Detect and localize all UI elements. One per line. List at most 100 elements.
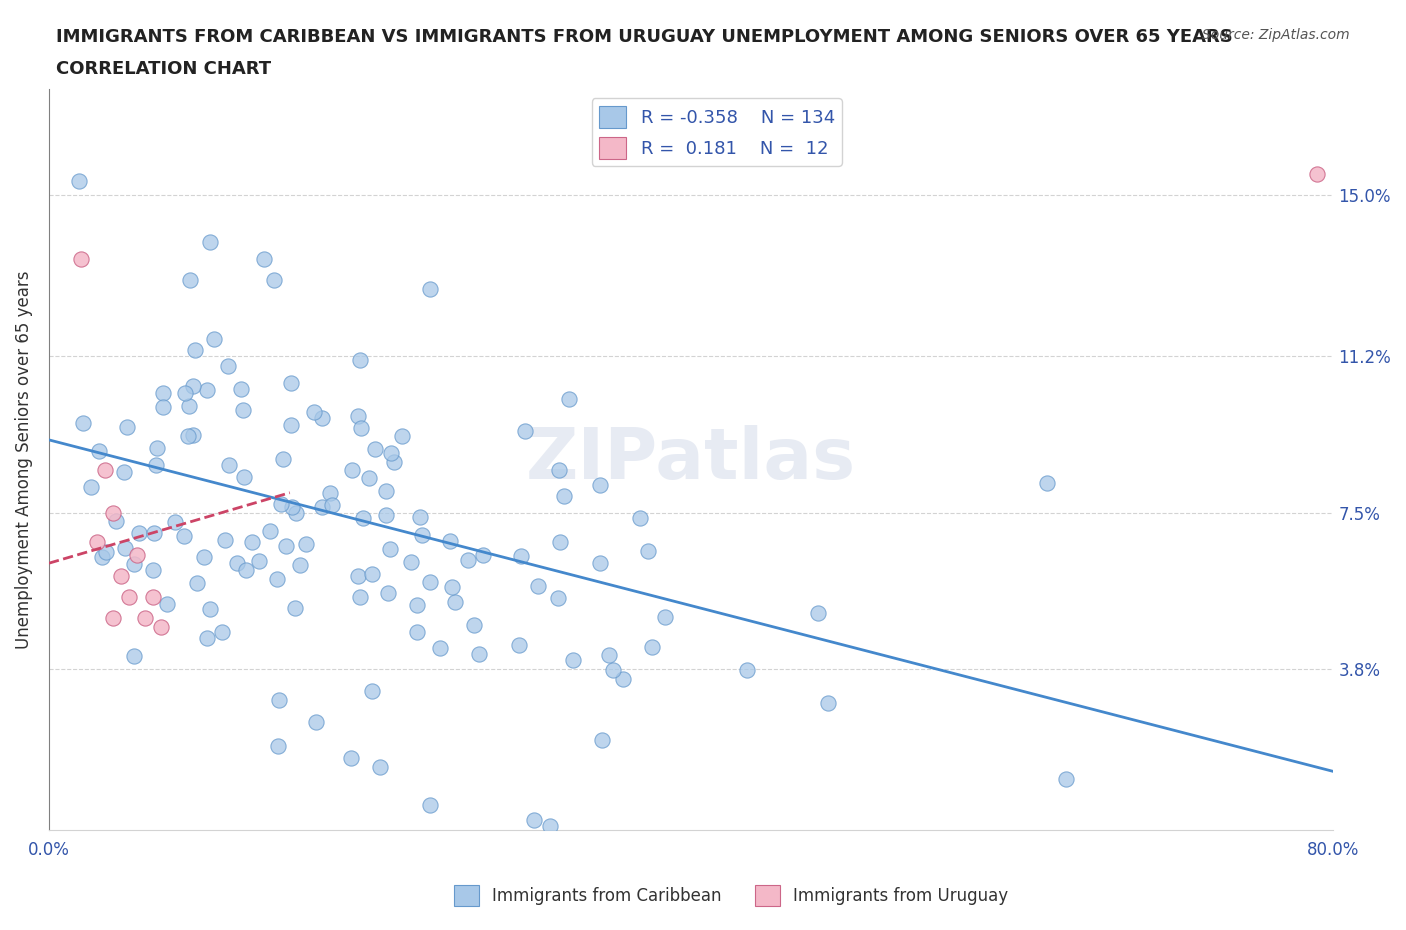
Point xyxy=(285,505,308,520)
Point xyxy=(419,282,441,297)
Point xyxy=(391,429,413,444)
Point xyxy=(266,571,288,586)
Point xyxy=(513,423,536,438)
Point xyxy=(399,555,422,570)
Point xyxy=(340,751,363,765)
Point xyxy=(198,235,221,250)
Point xyxy=(173,528,195,543)
Point xyxy=(146,440,169,455)
Point xyxy=(90,550,112,565)
Point xyxy=(347,568,370,583)
Point xyxy=(156,597,179,612)
Point xyxy=(163,514,186,529)
Point xyxy=(115,419,138,434)
Point xyxy=(128,526,150,541)
Point xyxy=(406,597,429,612)
Point xyxy=(284,601,307,616)
Point xyxy=(305,714,328,729)
Point xyxy=(202,332,225,347)
Point xyxy=(200,602,222,617)
Point xyxy=(377,585,399,600)
Point xyxy=(346,408,368,423)
Legend: R = -0.358    N = 134, R =  0.181    N =  12: R = -0.358 N = 134, R = 0.181 N = 12 xyxy=(592,99,842,166)
Point xyxy=(349,352,371,367)
Point xyxy=(152,400,174,415)
Point xyxy=(526,578,548,593)
Point xyxy=(562,652,585,667)
Y-axis label: Unemployment Among Seniors over 65 years: Unemployment Among Seniors over 65 years xyxy=(15,271,32,649)
Point xyxy=(145,458,167,472)
Point xyxy=(173,386,195,401)
Point xyxy=(598,648,620,663)
Point xyxy=(311,499,333,514)
Point xyxy=(463,618,485,632)
Point xyxy=(817,696,839,711)
Point xyxy=(122,556,145,571)
Point xyxy=(225,555,247,570)
Point xyxy=(735,662,758,677)
Point xyxy=(270,497,292,512)
Point xyxy=(471,548,494,563)
Point xyxy=(444,594,467,609)
Point xyxy=(218,458,240,472)
Point xyxy=(184,342,207,357)
Point xyxy=(290,558,312,573)
Point xyxy=(267,693,290,708)
Point xyxy=(547,591,569,605)
Point xyxy=(349,590,371,604)
Point xyxy=(429,641,451,656)
Point xyxy=(523,812,546,827)
Point xyxy=(229,381,252,396)
Point xyxy=(508,637,530,652)
Point xyxy=(142,525,165,540)
Point xyxy=(342,463,364,478)
Point xyxy=(280,376,302,391)
Point xyxy=(217,358,239,373)
Point xyxy=(263,272,285,287)
Point xyxy=(360,684,382,698)
Point xyxy=(589,477,612,492)
Point xyxy=(252,251,274,266)
Point xyxy=(509,549,531,564)
Point xyxy=(357,471,380,485)
Point xyxy=(439,534,461,549)
Point xyxy=(352,511,374,525)
Point xyxy=(142,590,165,604)
Point xyxy=(374,484,396,498)
Point xyxy=(409,510,432,525)
Point xyxy=(419,574,441,589)
Point xyxy=(1054,771,1077,786)
Point xyxy=(318,485,340,500)
Point xyxy=(807,605,830,620)
Point xyxy=(67,174,90,189)
Point xyxy=(89,444,111,458)
Point xyxy=(105,513,128,528)
Point xyxy=(110,569,132,584)
Point xyxy=(195,382,218,397)
Point xyxy=(195,631,218,645)
Point xyxy=(457,553,479,568)
Text: Source: ZipAtlas.com: Source: ZipAtlas.com xyxy=(1202,28,1350,42)
Point xyxy=(150,619,173,634)
Point xyxy=(628,511,651,525)
Text: CORRELATION CHART: CORRELATION CHART xyxy=(56,60,271,78)
Point xyxy=(612,671,634,686)
Point xyxy=(654,609,676,624)
Legend: Immigrants from Caribbean, Immigrants from Uruguay: Immigrants from Caribbean, Immigrants fr… xyxy=(447,879,1015,912)
Point xyxy=(266,738,288,753)
Point xyxy=(280,499,302,514)
Point xyxy=(1306,166,1329,181)
Point xyxy=(1036,476,1059,491)
Point xyxy=(235,562,257,577)
Point xyxy=(378,541,401,556)
Point xyxy=(242,534,264,549)
Point xyxy=(80,480,103,495)
Point xyxy=(186,576,208,591)
Point xyxy=(360,566,382,581)
Point xyxy=(589,556,612,571)
Point xyxy=(114,540,136,555)
Point xyxy=(538,818,561,833)
Point xyxy=(259,524,281,538)
Point xyxy=(419,798,441,813)
Point xyxy=(179,272,201,287)
